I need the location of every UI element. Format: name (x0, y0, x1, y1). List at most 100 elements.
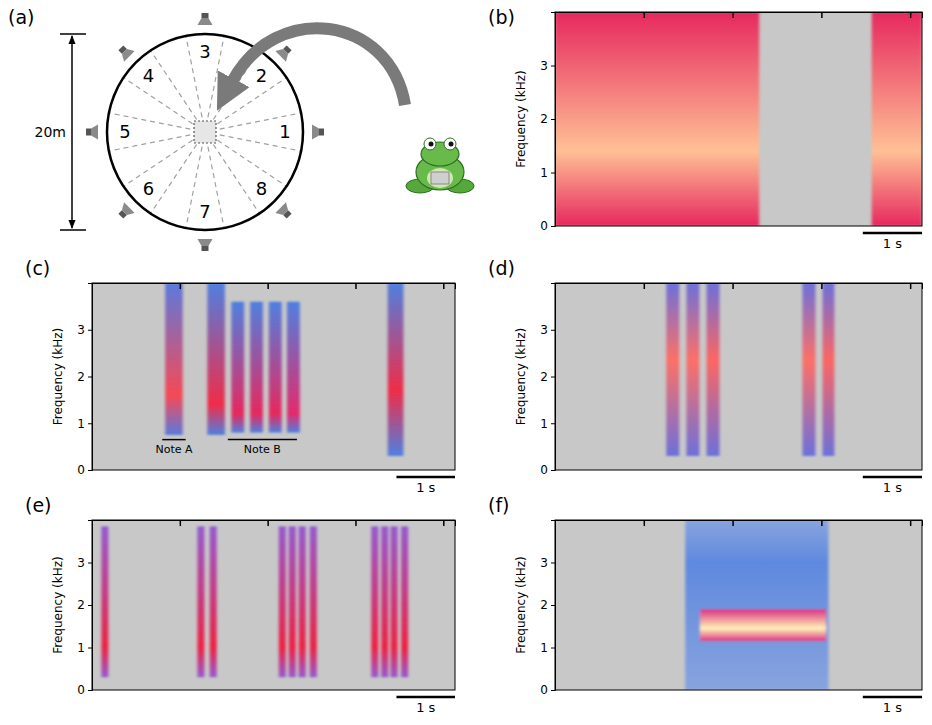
plot-background (92, 283, 455, 470)
y-tick-label: 3 (77, 556, 85, 570)
x-tick-mark (644, 12, 646, 18)
sector-line (151, 144, 197, 213)
y-tick: 1 (540, 166, 555, 180)
y-axis: 0123 (540, 521, 555, 698)
speaker-cone (119, 202, 135, 218)
speaker-cone (198, 18, 213, 25)
x-tick (443, 283, 444, 289)
y-axis: 0123 (77, 284, 92, 478)
speaker (198, 13, 213, 25)
spectrogram-panel: (f)0123Frequency (kHz)1 s (488, 494, 923, 715)
x-tick-mark (180, 283, 182, 289)
y-tick: 2 (77, 598, 92, 612)
x-tick-mark (267, 520, 269, 526)
x-tick-mark (732, 12, 734, 18)
y-tick-label: 1 (77, 641, 85, 655)
x-tick (910, 12, 911, 18)
panel-letter: (a) (8, 6, 34, 28)
axis-line (93, 284, 456, 290)
spectrogram-panel: (d)0123Frequency (kHz)1 s (488, 257, 923, 495)
sector-number: 6 (143, 178, 154, 199)
x-tick-mark (821, 12, 823, 18)
y-tick-label: 2 (77, 370, 85, 384)
y-tick: 2 (540, 370, 555, 384)
speaker-cone (119, 46, 135, 62)
y-tick-label: 3 (77, 323, 85, 337)
y-tick-mark (551, 330, 555, 331)
y-tick: 3 (540, 59, 555, 73)
y-tick: 2 (540, 598, 555, 612)
call-element (391, 526, 398, 677)
call-element (279, 526, 286, 677)
y-tick: 3 (77, 323, 92, 337)
x-tick-mark (443, 520, 445, 526)
call-element (686, 283, 699, 456)
panel-letter: (e) (25, 494, 52, 516)
figure: (a)20m12345678(b)0123Frequency (kHz)1 s(… (0, 0, 932, 725)
x-tick (355, 283, 356, 289)
y-tick-mark (88, 563, 92, 564)
call-element (555, 12, 759, 226)
y-tick-label: 1 (540, 641, 548, 655)
y-tick-mark (551, 470, 555, 471)
plot-background (555, 12, 922, 226)
axis-line (556, 13, 923, 19)
call-element (287, 302, 300, 433)
x-tick (644, 283, 645, 289)
sector-number: 5 (119, 121, 130, 142)
plot-frame (555, 520, 922, 690)
dimension-line (71, 36, 73, 228)
x-tick-mark (644, 283, 646, 289)
y-tick: 0 (540, 683, 555, 697)
y-tick-mark (551, 563, 555, 564)
call-element (707, 283, 720, 456)
y-tick: 2 (77, 370, 92, 384)
x-tick (821, 520, 822, 526)
scale-bar (396, 696, 455, 699)
call-element (310, 526, 317, 677)
y-axis: 0123 (540, 284, 555, 478)
scale-bar (863, 232, 922, 235)
call-element (666, 283, 679, 456)
y-tick-mark (551, 66, 555, 67)
call-element (269, 302, 282, 433)
panel-letter: (f) (488, 494, 510, 516)
sector-line (124, 140, 193, 186)
x-tick-mark (732, 283, 734, 289)
annotation-label: Note A (155, 443, 193, 456)
y-axis-title: Frequency (kHz) (51, 328, 65, 425)
frog-pupil (429, 142, 434, 147)
call-element (299, 526, 306, 677)
plot-background (555, 520, 922, 690)
speaker-cone (275, 46, 291, 62)
y-axis-title: Frequency (kHz) (514, 328, 528, 425)
x-tick (821, 283, 822, 289)
call-element (685, 520, 828, 690)
annotation-underline (162, 439, 185, 441)
x-axis (93, 520, 456, 526)
y-tick-label: 0 (77, 463, 85, 477)
arena-circle (107, 34, 303, 230)
scale-bar-label: 1 s (883, 236, 902, 251)
sector-line (124, 78, 193, 124)
call-element (197, 526, 204, 677)
marks (101, 526, 408, 677)
y-tick-label: 0 (77, 683, 85, 697)
call-element (250, 302, 263, 433)
y-tick-mark (88, 470, 92, 471)
y-tick-mark (88, 423, 92, 424)
x-axis (556, 520, 923, 526)
call-element (289, 526, 296, 677)
scale-bar-label: 1 s (416, 480, 435, 495)
x-tick-mark (267, 283, 269, 289)
scale-bar-label: 1 s (416, 700, 435, 715)
x-tick (443, 520, 444, 526)
y-axis-title: Frequency (kHz) (514, 556, 528, 653)
call-element (210, 526, 217, 677)
x-tick-mark (821, 283, 823, 289)
sector-number: 4 (143, 65, 154, 86)
marks-clip (666, 283, 834, 456)
plot-background (92, 520, 455, 690)
y-tick-label: 2 (540, 112, 548, 126)
y-tick-mark (551, 605, 555, 606)
